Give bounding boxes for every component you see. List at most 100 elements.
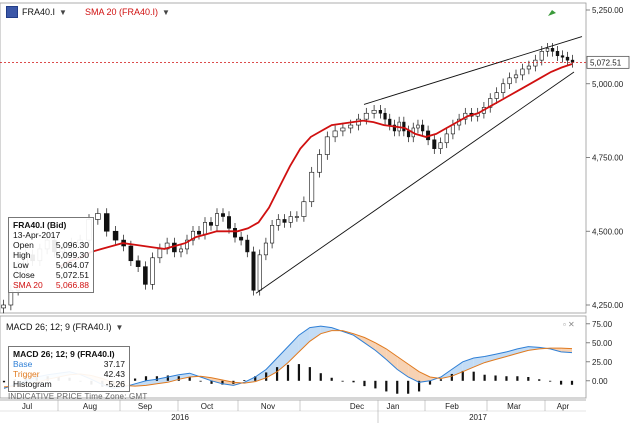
macd-histogram-bar — [374, 380, 377, 389]
candle-body — [520, 68, 525, 76]
macd-histogram-bar — [450, 373, 453, 381]
candle-body — [227, 216, 231, 229]
candle-body — [95, 213, 101, 220]
macd-fill-segment — [364, 337, 376, 351]
macd-histogram-bar — [330, 377, 333, 381]
symbol-label[interactable]: FRA40.I — [22, 7, 56, 17]
candle-body — [209, 222, 213, 226]
macd-dropdown-icon[interactable]: ▼ — [115, 322, 124, 332]
macd-histogram-bar — [308, 367, 311, 381]
month-label: Dec — [350, 402, 364, 411]
price-tick-label: 4,750.00 — [592, 154, 624, 163]
candle-body — [565, 56, 570, 61]
candle-body — [550, 48, 555, 52]
macd-histogram-bar — [144, 376, 148, 381]
panel-controls-icon[interactable]: ▫ ✕ — [563, 320, 575, 329]
candle-body — [317, 154, 322, 173]
ohlc-info-box: FRA40.I (Bid) 13-Apr-2017 Open 5,096.30 H… — [8, 217, 94, 293]
candle-body — [526, 65, 531, 70]
macd-histogram-bar — [472, 371, 475, 381]
candle-body — [179, 248, 183, 253]
candle-body — [257, 254, 262, 291]
macd-histogram-bar — [549, 380, 552, 382]
macd-info-box: MACD 26; 12; 9 (FRA40.I) Base 37.17 Trigg… — [8, 346, 130, 392]
price-tick-label: 4,500.00 — [592, 227, 624, 236]
macd-tick-label: 75.00 — [592, 320, 613, 329]
macd-histogram-bar — [439, 379, 443, 381]
sma-label[interactable]: SMA 20 (FRA40.I) — [84, 7, 158, 17]
month-label: Nov — [261, 402, 275, 411]
macd-fill-segment — [561, 348, 572, 353]
month-label: Jan — [387, 402, 400, 411]
macd-tick-label: 50.00 — [592, 339, 613, 348]
month-label: Aug — [83, 402, 97, 411]
ohlc-row-high: High 5,099.30 — [13, 250, 89, 260]
macd-histogram-bar — [2, 380, 6, 383]
macd-histogram-bar — [527, 377, 530, 381]
candle-body — [191, 230, 195, 241]
macd-fill-segment — [288, 335, 299, 363]
macd-fill-segment — [309, 326, 321, 342]
month-label: Sep — [138, 402, 153, 411]
macd-row-base: Base 37.17 — [13, 359, 125, 369]
sma-line — [59, 63, 573, 268]
candle-body — [294, 216, 299, 218]
macd-histogram-bar — [319, 373, 322, 381]
macd-tick-label: 25.00 — [592, 358, 613, 367]
symbol-icon[interactable] — [6, 6, 18, 18]
candle-body — [388, 118, 392, 126]
candle-body — [371, 110, 377, 114]
candle-body — [533, 59, 538, 67]
candle-body — [251, 251, 256, 291]
candle-body — [239, 236, 244, 241]
candle-body — [421, 124, 425, 132]
month-label: Feb — [445, 402, 459, 411]
macd-histogram-bar — [133, 378, 137, 381]
candle-body — [555, 50, 560, 57]
candle-body — [263, 242, 268, 256]
candle-body — [501, 83, 506, 93]
candle-body — [332, 130, 338, 138]
symbol-dropdown-icon[interactable]: ▼ — [59, 7, 67, 17]
last-price-label: 5,072.51 — [590, 58, 622, 67]
macd-header: MACD 26; 12; 9 (FRA40.I) ▼ — [6, 320, 123, 334]
candle-body — [103, 213, 110, 232]
macd-histogram-bar — [407, 380, 410, 394]
macd-fill-segment — [277, 346, 288, 372]
macd-fill-segment — [473, 356, 485, 368]
candle-body — [560, 55, 565, 58]
macd-histogram-bar — [396, 380, 399, 394]
macd-fill-segment — [320, 326, 332, 334]
candle-body — [135, 260, 141, 267]
macd-fill-segment — [462, 358, 474, 372]
candle-body — [245, 239, 250, 253]
macd-histogram-bar — [385, 380, 388, 392]
candle-body — [1, 304, 6, 309]
candle-body — [288, 216, 293, 223]
candle-body — [301, 201, 307, 217]
candle-body — [402, 121, 406, 132]
macd-histogram-bar — [188, 377, 191, 381]
ohlc-row-close: Close 5,072.51 — [13, 270, 89, 280]
price-panel-frame — [0, 2, 587, 314]
candle-body — [392, 124, 397, 132]
macd-histogram-bar — [483, 374, 486, 381]
sma-dropdown-icon[interactable]: ▼ — [161, 7, 170, 17]
price-tick-label: 5,250.00 — [592, 6, 624, 15]
macd-fill-segment — [419, 371, 430, 383]
ohlc-row-open: Open 5,096.30 — [13, 240, 89, 250]
candle-body — [488, 98, 493, 108]
candle-body — [215, 213, 219, 226]
macd-histogram-bar — [570, 380, 574, 385]
macd-histogram-bar — [297, 364, 301, 381]
candle-body — [150, 257, 155, 285]
macd-histogram-bar — [461, 370, 464, 381]
candle-body — [197, 230, 201, 235]
macd-histogram-bar — [559, 380, 563, 385]
macd-fill-segment — [386, 348, 398, 370]
macd-histogram-bar — [254, 376, 257, 381]
month-label: Mar — [507, 402, 521, 411]
candle-body — [128, 245, 134, 262]
macd-header-label[interactable]: MACD 26; 12; 9 (FRA40.I) — [6, 322, 112, 332]
candle-body — [157, 248, 163, 259]
